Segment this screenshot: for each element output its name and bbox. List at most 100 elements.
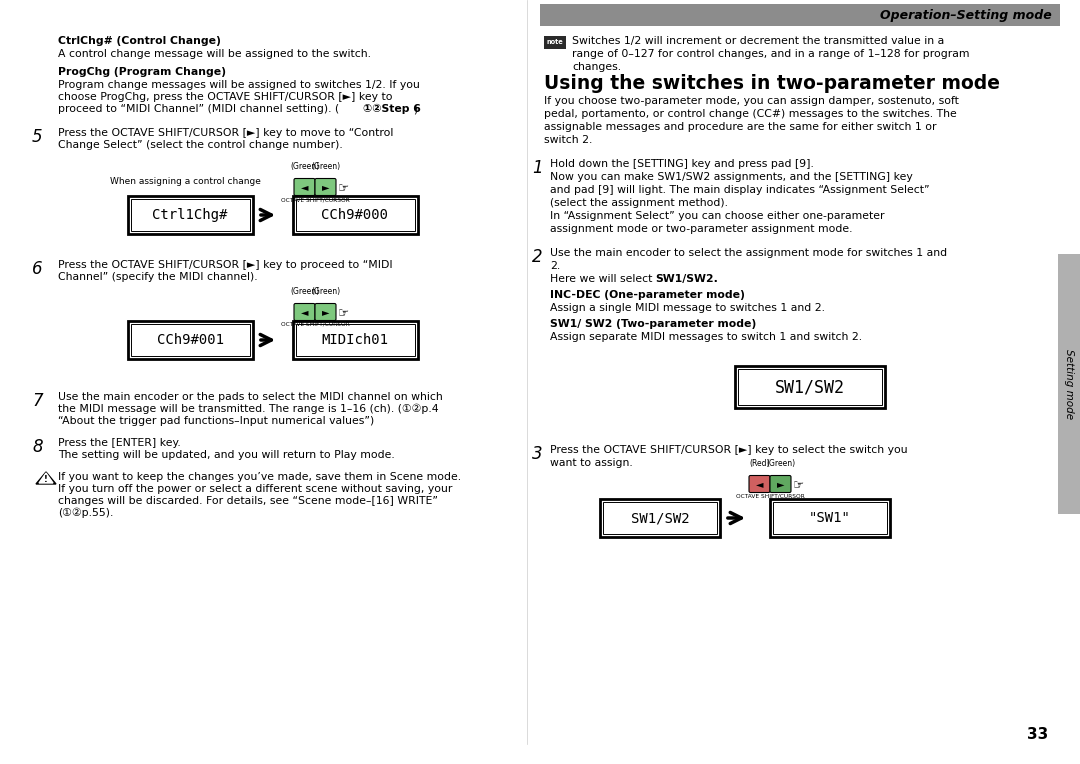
Text: 8: 8 bbox=[32, 438, 42, 456]
Text: (Red): (Red) bbox=[750, 459, 770, 468]
Text: ►: ► bbox=[322, 307, 329, 317]
Text: ): ) bbox=[413, 104, 417, 114]
Text: In “Assignment Select” you can choose either one-parameter: In “Assignment Select” you can choose ei… bbox=[550, 211, 885, 221]
Text: SW1/SW2: SW1/SW2 bbox=[631, 511, 689, 525]
Text: OCTAVE SHIFT/CURSOR: OCTAVE SHIFT/CURSOR bbox=[281, 322, 349, 327]
Text: choose ProgChg, press the OCTAVE SHIFT/CURSOR [►] key to: choose ProgChg, press the OCTAVE SHIFT/C… bbox=[58, 92, 392, 102]
Bar bbox=[735, 366, 885, 408]
Text: ►: ► bbox=[322, 182, 329, 192]
Text: Switches 1/2 will increment or decrement the transmitted value in a: Switches 1/2 will increment or decrement… bbox=[572, 36, 944, 46]
Text: switch 2.: switch 2. bbox=[544, 135, 592, 145]
Text: ◄: ◄ bbox=[300, 182, 308, 192]
Text: the MIDI message will be transmitted. The range is 1–16 (ch). (①②p.4: the MIDI message will be transmitted. Th… bbox=[58, 404, 438, 414]
Text: proceed to “MIDI Channel” (MIDI channel setting). (: proceed to “MIDI Channel” (MIDI channel … bbox=[58, 104, 339, 114]
Bar bbox=[600, 499, 720, 537]
Text: Channel” (specify the MIDI channel).: Channel” (specify the MIDI channel). bbox=[58, 272, 258, 282]
Text: "SW1": "SW1" bbox=[809, 511, 851, 525]
Text: ProgChg (Program Change): ProgChg (Program Change) bbox=[58, 67, 226, 77]
Bar bbox=[603, 502, 717, 534]
Text: ►: ► bbox=[777, 479, 784, 489]
Text: OCTAVE SHIFT/CURSOR: OCTAVE SHIFT/CURSOR bbox=[735, 494, 805, 499]
Text: If you choose two-parameter mode, you can assign damper, sostenuto, soft: If you choose two-parameter mode, you ca… bbox=[544, 96, 959, 106]
Text: INC-DEC (One-parameter mode): INC-DEC (One-parameter mode) bbox=[550, 290, 745, 300]
Text: OCTAVE SHIFT/CURSOR: OCTAVE SHIFT/CURSOR bbox=[281, 197, 349, 202]
Text: 1: 1 bbox=[532, 159, 542, 177]
Text: (Green): (Green) bbox=[289, 287, 319, 296]
Text: ◄: ◄ bbox=[756, 479, 764, 489]
Text: 3: 3 bbox=[532, 445, 542, 463]
Text: (Green): (Green) bbox=[766, 459, 795, 468]
FancyBboxPatch shape bbox=[750, 475, 770, 493]
Text: CCh9#001: CCh9#001 bbox=[157, 333, 224, 347]
Text: MIDIch01: MIDIch01 bbox=[322, 333, 389, 347]
Bar bbox=[131, 199, 249, 231]
Text: changes will be discarded. For details, see “Scene mode–[16] WRITE”: changes will be discarded. For details, … bbox=[58, 496, 438, 506]
Text: Hold down the [SETTING] key and press pad [9].: Hold down the [SETTING] key and press pa… bbox=[550, 159, 814, 169]
Text: Using the switches in two-parameter mode: Using the switches in two-parameter mode bbox=[544, 74, 1000, 93]
Text: changes.: changes. bbox=[572, 62, 621, 72]
Text: !: ! bbox=[44, 475, 48, 484]
Text: ☞: ☞ bbox=[337, 183, 349, 196]
Text: Press the OCTAVE SHIFT/CURSOR [►] key to proceed to “MIDI: Press the OCTAVE SHIFT/CURSOR [►] key to… bbox=[58, 260, 393, 270]
FancyBboxPatch shape bbox=[315, 303, 336, 321]
Text: Assign a single MIDI message to switches 1 and 2.: Assign a single MIDI message to switches… bbox=[550, 303, 825, 313]
Bar bbox=[738, 369, 882, 405]
Bar bbox=[127, 196, 253, 234]
Bar bbox=[773, 502, 887, 534]
Text: (Green): (Green) bbox=[311, 162, 340, 171]
Bar bbox=[544, 36, 566, 49]
Text: 6: 6 bbox=[32, 260, 42, 278]
Text: (select the assignment method).: (select the assignment method). bbox=[550, 198, 728, 208]
Text: CCh9#000: CCh9#000 bbox=[322, 208, 389, 222]
Text: Press the OCTAVE SHIFT/CURSOR [►] key to select the switch you: Press the OCTAVE SHIFT/CURSOR [►] key to… bbox=[550, 445, 907, 455]
Text: Here we will select: Here we will select bbox=[550, 274, 656, 284]
Text: assignable messages and procedure are the same for either switch 1 or: assignable messages and procedure are th… bbox=[544, 122, 936, 132]
FancyBboxPatch shape bbox=[315, 179, 336, 196]
Text: Change Select” (select the control change number).: Change Select” (select the control chang… bbox=[58, 140, 342, 150]
Text: Press the [ENTER] key.: Press the [ENTER] key. bbox=[58, 438, 180, 448]
Text: (Green): (Green) bbox=[311, 287, 340, 296]
Text: assignment mode or two-parameter assignment mode.: assignment mode or two-parameter assignm… bbox=[550, 224, 852, 234]
Text: Program change messages will be assigned to switches 1/2. If you: Program change messages will be assigned… bbox=[58, 80, 420, 90]
Bar bbox=[296, 324, 415, 356]
Text: SW1/ SW2 (Two-parameter mode): SW1/ SW2 (Two-parameter mode) bbox=[550, 319, 756, 329]
Text: ☞: ☞ bbox=[337, 307, 349, 321]
Text: Use the main encoder to select the assignment mode for switches 1 and: Use the main encoder to select the assig… bbox=[550, 248, 947, 258]
Bar bbox=[127, 321, 253, 359]
Text: range of 0–127 for control changes, and in a range of 1–128 for program: range of 0–127 for control changes, and … bbox=[572, 49, 970, 59]
Text: SW1/SW2.: SW1/SW2. bbox=[654, 274, 718, 284]
Text: SW1/SW2: SW1/SW2 bbox=[775, 378, 845, 396]
Text: Setting mode: Setting mode bbox=[1064, 349, 1074, 419]
Text: note: note bbox=[546, 40, 564, 46]
Text: Press the OCTAVE SHIFT/CURSOR [►] key to move to “Control: Press the OCTAVE SHIFT/CURSOR [►] key to… bbox=[58, 128, 393, 138]
Text: Assign separate MIDI messages to switch 1 and switch 2.: Assign separate MIDI messages to switch … bbox=[550, 332, 862, 342]
Text: 33: 33 bbox=[1027, 727, 1048, 742]
Text: ◄: ◄ bbox=[300, 307, 308, 317]
Text: 2: 2 bbox=[532, 248, 542, 266]
Text: ①②Step 6: ①②Step 6 bbox=[363, 104, 421, 114]
Bar bbox=[293, 321, 418, 359]
Text: CtrlChg# (Control Change): CtrlChg# (Control Change) bbox=[58, 36, 221, 46]
Text: 2.: 2. bbox=[550, 261, 561, 271]
Bar bbox=[770, 499, 890, 537]
Bar bbox=[296, 199, 415, 231]
Text: and pad [9] will light. The main display indicates “Assignment Select”: and pad [9] will light. The main display… bbox=[550, 185, 930, 195]
FancyBboxPatch shape bbox=[770, 475, 791, 493]
Text: Ctrl1Chg#: Ctrl1Chg# bbox=[152, 208, 228, 222]
Text: If you turn off the power or select a different scene without saving, your: If you turn off the power or select a di… bbox=[58, 484, 453, 494]
Polygon shape bbox=[36, 472, 56, 484]
Text: (①②p.55).: (①②p.55). bbox=[58, 508, 113, 518]
Polygon shape bbox=[39, 473, 53, 483]
Bar bbox=[131, 324, 249, 356]
Text: Now you can make SW1/SW2 assignments, and the [SETTING] key: Now you can make SW1/SW2 assignments, an… bbox=[550, 172, 913, 182]
FancyBboxPatch shape bbox=[294, 179, 315, 196]
Text: When assigning a control change: When assigning a control change bbox=[110, 177, 261, 186]
Text: 7: 7 bbox=[32, 392, 42, 410]
Bar bbox=[1058, 254, 1080, 514]
Bar bbox=[540, 4, 1059, 26]
Text: A control change message will be assigned to the switch.: A control change message will be assigne… bbox=[58, 49, 372, 59]
Text: If you want to keep the changes you’ve made, save them in Scene mode.: If you want to keep the changes you’ve m… bbox=[58, 472, 461, 482]
Text: ☞: ☞ bbox=[793, 480, 804, 493]
Text: The setting will be updated, and you will return to Play mode.: The setting will be updated, and you wil… bbox=[58, 450, 395, 460]
Bar bbox=[293, 196, 418, 234]
